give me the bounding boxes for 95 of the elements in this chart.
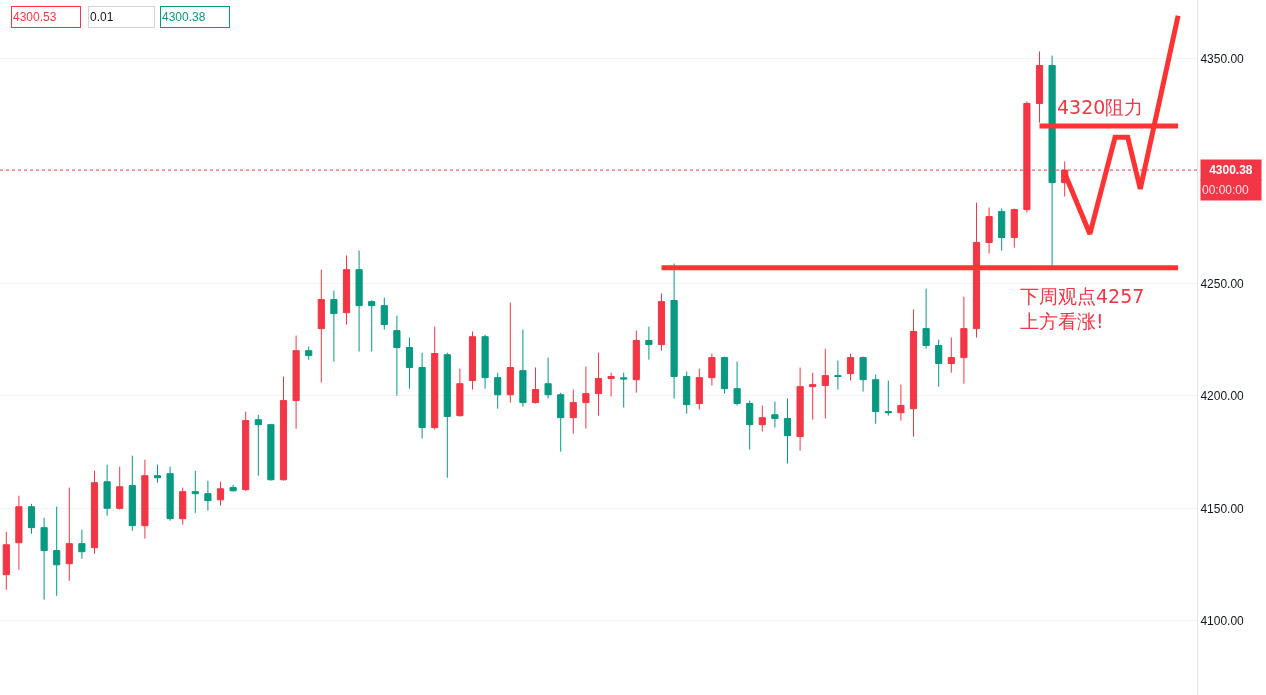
candlestick: [884, 380, 892, 417]
candlestick: [960, 296, 968, 385]
candlestick: [972, 202, 981, 339]
candlestick: [645, 326, 653, 361]
candlestick: [834, 360, 842, 391]
candlestick: [846, 353, 855, 382]
candlestick: [998, 208, 1006, 252]
candlestick: [557, 392, 565, 453]
candlestick: [191, 470, 199, 514]
y-tick-label: 4350.00: [1200, 51, 1245, 66]
candlestick: [254, 414, 262, 477]
candlestick: [947, 337, 955, 374]
candlestick: [733, 361, 741, 407]
candlestick: [229, 484, 237, 492]
candlestick: [620, 372, 628, 409]
candlestick: [179, 487, 187, 526]
candlestick: [456, 368, 464, 418]
candlestick: [468, 331, 477, 391]
candlestick: [897, 384, 905, 422]
candlestick: [607, 372, 615, 398]
candlestick: [103, 464, 111, 517]
candlestick: [53, 506, 61, 597]
candlestick: [771, 401, 779, 429]
candlestick: [657, 293, 666, 352]
candlestick: [683, 371, 691, 415]
candlestick: [166, 466, 174, 522]
y-tick-label: 4150.00: [1200, 501, 1245, 516]
candlestick: [153, 464, 162, 484]
candlestick: [519, 329, 527, 408]
candlestick: [15, 495, 23, 571]
candlestick: [128, 455, 136, 532]
candlestick: [355, 250, 363, 353]
candlestick: [720, 356, 729, 395]
candlestick: [393, 315, 401, 397]
candlestick: [292, 335, 300, 430]
candlestick: [821, 348, 829, 420]
candlestick: [506, 302, 514, 404]
candlestick: [443, 352, 451, 479]
candlestick: [116, 466, 124, 511]
candlestick: [582, 366, 590, 430]
y-tick-label: 4100.00: [1200, 613, 1245, 628]
candlestick: [78, 529, 86, 560]
annotation: 4300.53: [13, 10, 57, 24]
candlestick: [494, 372, 502, 410]
annotation: 4320阻力: [1057, 96, 1144, 118]
candlestick: [330, 290, 338, 363]
candlestick: [1035, 51, 1044, 124]
candlestick: [783, 398, 792, 465]
candlestick: [859, 356, 867, 393]
candlestick: [380, 297, 388, 331]
candlestick: [531, 367, 540, 404]
candlestick: [90, 470, 99, 555]
candlestick: [317, 269, 325, 384]
candlestick: [632, 330, 640, 394]
candlestick: [267, 423, 275, 482]
candlestick: [569, 389, 577, 435]
candlestick: [872, 373, 880, 425]
candlestick: [708, 353, 716, 387]
candlestick: [65, 487, 73, 582]
candlestick: [1010, 208, 1018, 249]
candlestick: [758, 405, 766, 433]
candlestick: [481, 334, 489, 390]
candlestick: [909, 308, 918, 438]
candlestick: [431, 326, 439, 431]
candlestick: [418, 352, 426, 440]
candlestick: [670, 263, 678, 400]
annotation: 4300.38: [162, 10, 206, 24]
candlestick: [342, 255, 351, 326]
candlestick: [242, 411, 250, 492]
candlestick: [746, 400, 754, 451]
candlestick: [594, 352, 603, 417]
candlestick: [204, 480, 212, 512]
candlestick: [2, 531, 10, 591]
candlestick: [1048, 55, 1056, 268]
candlestick: [809, 372, 817, 421]
candlestick: [368, 299, 376, 353]
candlestick: [216, 481, 225, 507]
y-tick-label: 4200.00: [1200, 389, 1245, 404]
candlestick: [922, 288, 930, 350]
candlestick: [695, 368, 703, 411]
candlestick: [405, 337, 414, 390]
candlestick: [935, 339, 943, 388]
candlestick: [40, 517, 48, 601]
candlestick: [27, 503, 36, 535]
candlestick: [544, 357, 552, 400]
candlestick: [985, 207, 993, 254]
text: 00:00:00: [1202, 183, 1250, 197]
candlestick: [796, 367, 804, 452]
annotation: 0.01: [90, 10, 114, 24]
ref-line-label: 4300.38: [1209, 163, 1253, 177]
candlestick: [305, 346, 313, 361]
annotation: 下周观点4257 上方看涨!: [1020, 285, 1145, 332]
candlestick: [141, 459, 149, 540]
candlestick: [279, 376, 288, 482]
y-tick-label: 4250.00: [1200, 276, 1245, 291]
